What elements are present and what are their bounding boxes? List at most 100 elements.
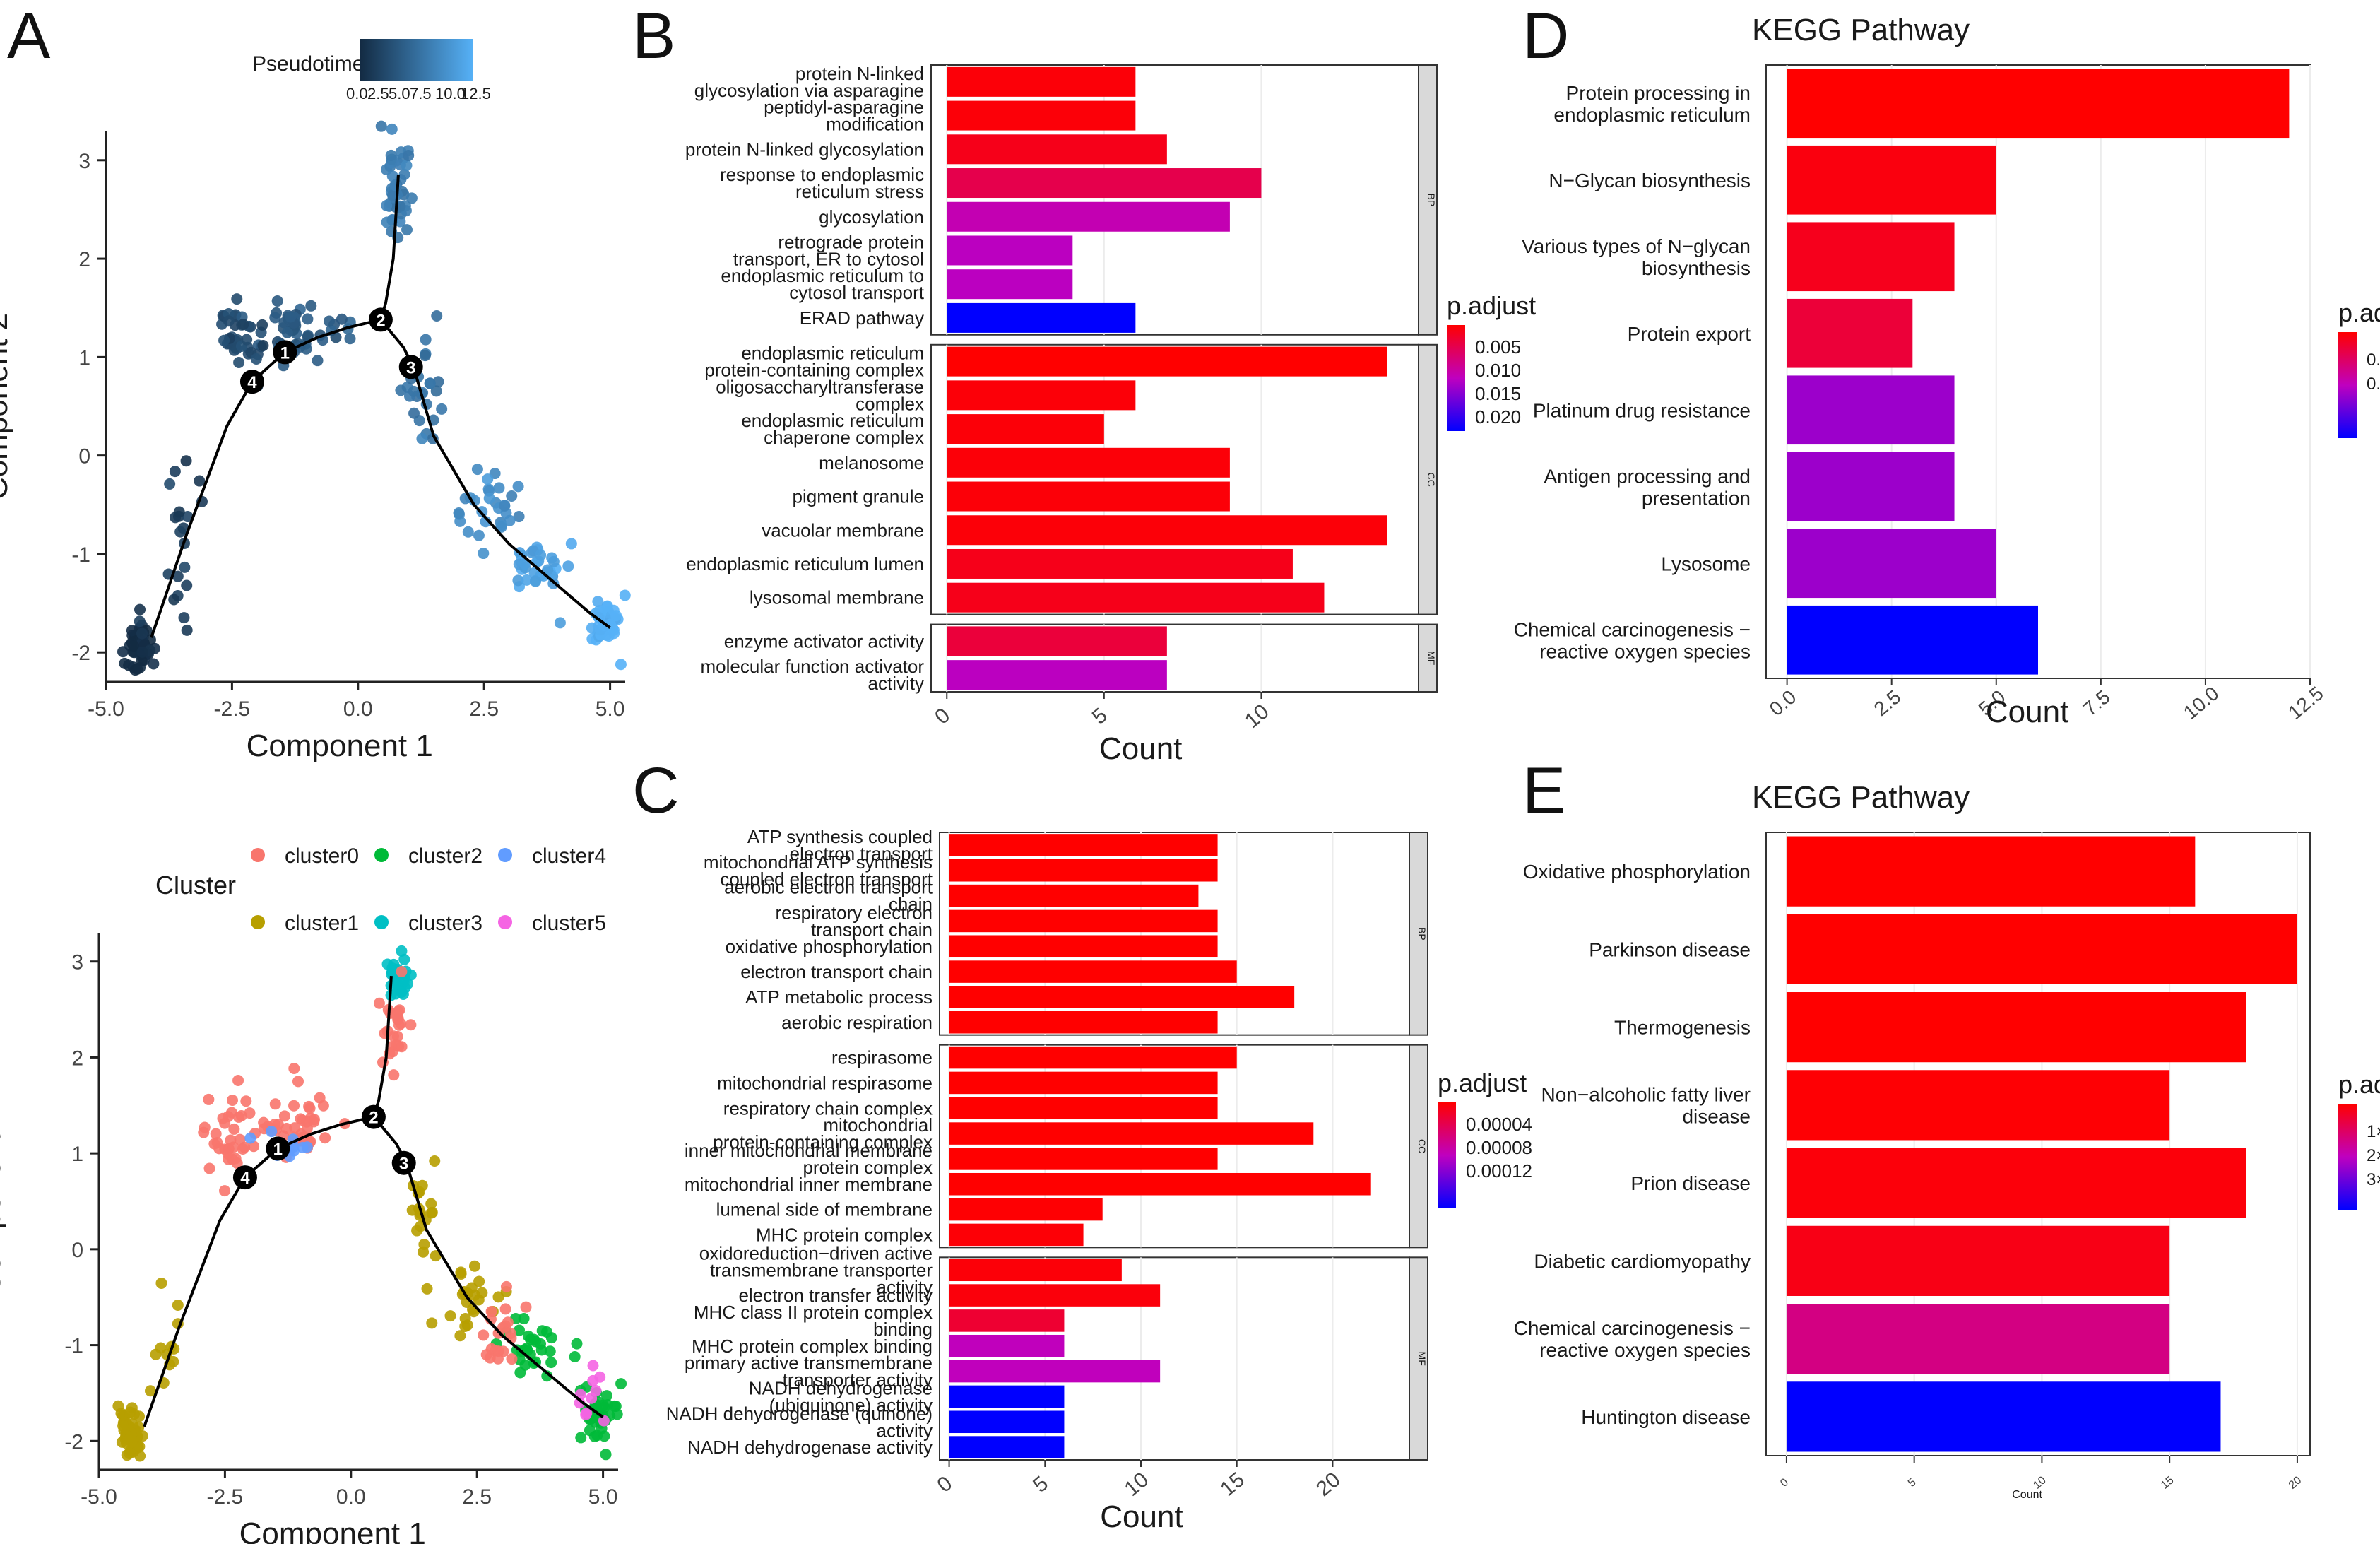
x-tick-label: 5.0 — [588, 1485, 618, 1509]
data-point — [408, 385, 420, 397]
bar-category-label: N−Glycan biosynthesis — [1549, 170, 1751, 191]
bar-category-label: protein N-linked glycosylation — [685, 139, 924, 160]
facet-strip-label: CC — [1416, 1139, 1428, 1153]
x-tick-label: -5.0 — [81, 1485, 117, 1509]
bar-category-label: presentation — [1642, 487, 1751, 509]
data-point — [228, 1123, 240, 1135]
bar-category-label: melanosome — [819, 452, 924, 473]
data-point — [178, 612, 190, 624]
bar — [947, 582, 1325, 613]
x-tick-label: 20 — [2287, 1474, 2304, 1492]
legend-tick-label: 3×10⁻⁵ — [2367, 1170, 2380, 1189]
data-point — [239, 1141, 251, 1153]
data-point — [418, 1238, 430, 1250]
bar-category-label: activity — [877, 1276, 933, 1297]
data-point — [219, 1185, 231, 1197]
y-tick-label: 1 — [78, 346, 90, 370]
x-tick-label: 5.0 — [596, 697, 625, 721]
cluster-legend: Cluster cluster0 cluster1 cluster2 cluster3 c… — [155, 844, 606, 935]
legend-title: p.adjust — [1438, 1068, 1527, 1097]
bar-category-label: Chemical carcinogenesis − — [1514, 618, 1751, 640]
data-point — [471, 464, 483, 476]
data-point — [586, 622, 598, 634]
data-point — [240, 1095, 252, 1107]
trajectory-branch-0 — [150, 175, 400, 638]
legend-title: Cluster — [155, 871, 236, 900]
data-point — [330, 331, 342, 343]
bar-category-label: MHC protein complex binding — [692, 1336, 933, 1357]
x-tick-label: 10 — [1120, 1468, 1154, 1501]
data-point — [388, 1069, 400, 1081]
data-point — [155, 1277, 167, 1289]
legend-tick-label: 12.5 — [461, 85, 491, 102]
bar-category-label: endoplasmic reticulum to — [721, 265, 924, 286]
legend-tick-label: 0.020 — [1475, 406, 1521, 428]
data-point — [266, 1126, 278, 1138]
data-point — [381, 199, 393, 211]
data-point — [536, 1325, 548, 1337]
data-point — [395, 384, 407, 396]
y-tick-label: 1 — [71, 1143, 83, 1166]
bar — [949, 1223, 1084, 1247]
bar — [949, 1046, 1237, 1069]
data-point — [136, 627, 148, 640]
legend-label-cluster4: cluster4 — [532, 844, 606, 868]
data-point — [405, 192, 418, 204]
bar — [1786, 914, 2297, 984]
data-point — [430, 385, 442, 397]
legend-label-cluster1: cluster1 — [285, 912, 359, 935]
data-point — [462, 526, 474, 538]
data-point — [222, 1148, 234, 1160]
bar-category-label: lysosomal membrane — [750, 587, 924, 608]
x-tick-label: 0 — [930, 704, 954, 729]
bar-category-label: Oxidative phosphorylation — [1523, 861, 1751, 883]
bar-category-label: protein-containing complex — [704, 360, 924, 381]
bar-category-label: aerobic respiration — [781, 1012, 933, 1033]
legend-tick-label: 0.00008 — [1466, 1137, 1532, 1158]
data-point — [520, 1301, 532, 1313]
data-point — [181, 579, 193, 591]
bar — [949, 1284, 1161, 1307]
data-point — [615, 1378, 627, 1390]
bar — [1786, 1148, 2246, 1218]
padj-colorbar — [1438, 1102, 1456, 1208]
facet-strip-label: BP — [1426, 194, 1437, 207]
x-axis-title: Component 1 — [239, 1516, 426, 1544]
bar — [949, 834, 1218, 856]
legend-tick-label: 0.0 — [346, 85, 368, 102]
bar-category-label: coupled electron transport — [720, 868, 933, 890]
bar — [949, 1097, 1218, 1120]
x-tick-label: 0 — [1778, 1476, 1791, 1490]
bar-category-label: endoplasmic reticulum — [741, 410, 924, 431]
x-tick-label: 2.5 — [469, 697, 499, 721]
data-point — [478, 1329, 490, 1341]
data-point — [172, 570, 184, 582]
panel-letter-c: C — [632, 755, 679, 827]
data-point — [587, 1374, 599, 1386]
bar-category-label: respiratory chain complex — [723, 1097, 933, 1119]
y-axis-title: Component 2 — [0, 313, 14, 500]
bar — [949, 1071, 1218, 1095]
x-axis-title: Component 1 — [247, 729, 433, 763]
bar — [949, 909, 1218, 933]
data-point — [541, 1370, 553, 1382]
bar-category-label: glycosylation via asparagine — [694, 80, 924, 101]
branch-point-label: 4 — [240, 1169, 250, 1188]
bar — [949, 1309, 1065, 1332]
branch-point-label: 4 — [247, 373, 257, 392]
data-point — [194, 475, 206, 487]
facet-strip-bp — [1409, 832, 1428, 1036]
data-point — [598, 1430, 610, 1442]
bar — [1786, 1381, 2221, 1452]
data-point — [272, 1119, 284, 1131]
panel-letter-d: D — [1522, 0, 1569, 72]
panel-d-kegg-chart: KEGG Pathway Protein processing inendopla… — [1514, 13, 2380, 729]
bar — [949, 1385, 1065, 1408]
bar-category-label: Protein export — [1628, 323, 1751, 345]
data-point — [134, 603, 146, 615]
bar — [947, 447, 1230, 478]
data-point — [124, 1406, 136, 1418]
branch-point-marker — [368, 307, 393, 332]
bar-category-label: response to endoplasmic — [720, 164, 924, 185]
data-point — [297, 1141, 309, 1153]
